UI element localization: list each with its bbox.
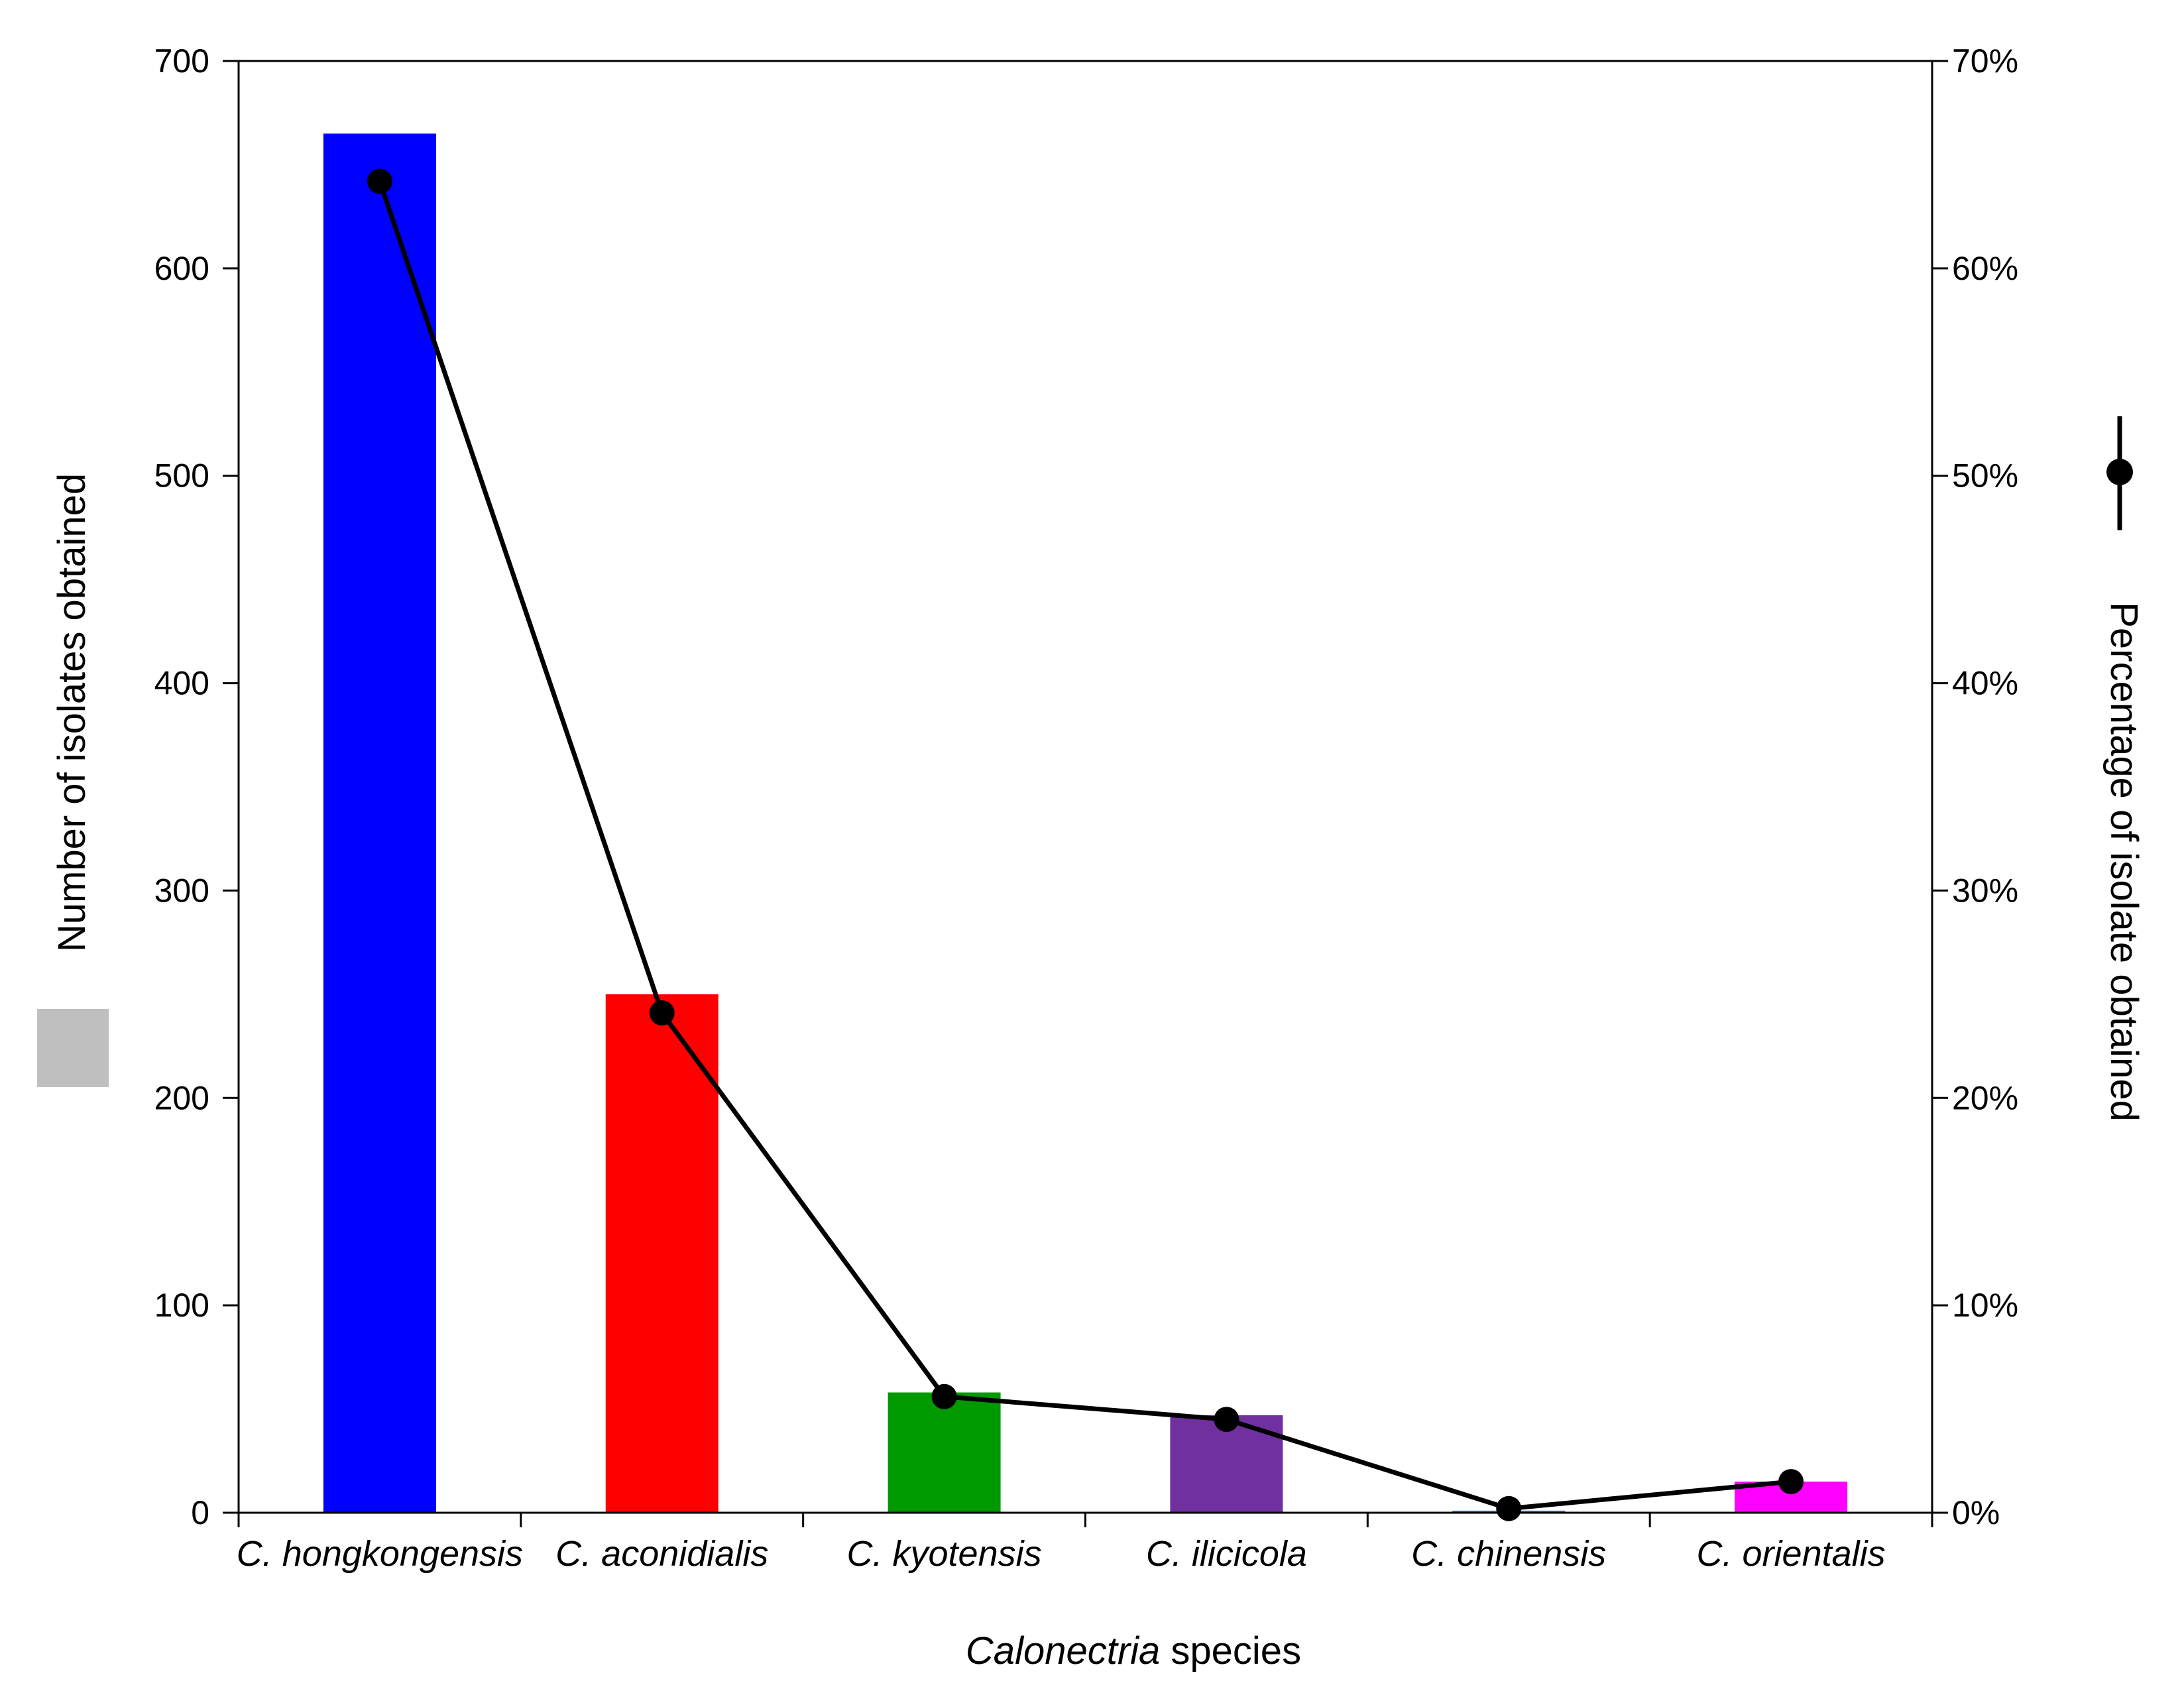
x-axis-title-rest: species <box>1160 1629 1301 1672</box>
y2-tick-label: 40% <box>1952 665 2018 702</box>
line-point <box>1214 1407 1239 1433</box>
x-axis-ticks: C. hongkongensis C. aconidialis C. kyotens… <box>237 1513 1933 1574</box>
y-axis-ticks: 0 100 200 300 400 500 600 700 <box>154 42 239 1531</box>
x-tick-label: C. ilicicola <box>1146 1534 1307 1574</box>
series-line <box>377 180 1792 1511</box>
bar <box>888 1392 1001 1513</box>
y2-tick-label: 50% <box>1952 457 2018 495</box>
y2-tick-label: 70% <box>1952 42 2018 80</box>
y-tick-label: 300 <box>154 872 209 909</box>
y-tick-label: 200 <box>154 1079 209 1116</box>
x-tick-label: C. hongkongensis <box>237 1534 523 1574</box>
x-axis-title-italic: Calonectria <box>966 1629 1160 1672</box>
line-point <box>367 168 392 194</box>
x-tick-label: C. aconidialis <box>555 1534 768 1574</box>
bar-series <box>323 133 1848 1513</box>
y-tick-label: 0 <box>191 1494 209 1531</box>
bar <box>323 133 436 1513</box>
y2-axis-ticks: 0% 10% 20% 30% 40% 50% 60% 70% <box>1932 42 2018 1531</box>
line-series <box>367 168 1804 1521</box>
y-tick-label: 500 <box>154 457 209 495</box>
y2-tick-label: 20% <box>1952 1079 2018 1116</box>
x-tick-label: C. chinensis <box>1411 1534 1606 1574</box>
plot-frame <box>237 60 1933 1514</box>
x-axis-title: Calonectria species <box>966 1629 1301 1672</box>
bar <box>605 994 718 1513</box>
y-axis-title: Number of isolates obtained <box>50 473 93 952</box>
y-tick-label: 400 <box>154 665 209 702</box>
line-point <box>649 1000 675 1026</box>
y2-tick-label: 60% <box>1952 250 2018 287</box>
x-tick-label: C. kyotensis <box>847 1534 1042 1574</box>
y2-tick-label: 30% <box>1952 872 2018 909</box>
legend-line-symbol <box>2106 416 2133 530</box>
y2-axis-title: Percentage of isolate obtained <box>2102 602 2146 1122</box>
y-tick-label: 700 <box>154 42 209 80</box>
line-point <box>1778 1469 1804 1495</box>
line-point <box>931 1383 957 1409</box>
line-point <box>1496 1495 1522 1521</box>
y2-tick-label: 10% <box>1952 1287 2018 1324</box>
x-tick-label: C. orientalis <box>1697 1534 1886 1574</box>
y2-tick-label: 0% <box>1952 1494 2000 1531</box>
legend-bar-swatch <box>37 1009 109 1087</box>
y-tick-label: 100 <box>154 1287 209 1324</box>
y-tick-label: 600 <box>154 250 209 287</box>
